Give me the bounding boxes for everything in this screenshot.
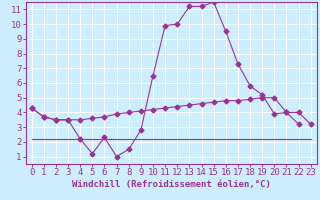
X-axis label: Windchill (Refroidissement éolien,°C): Windchill (Refroidissement éolien,°C) xyxy=(72,180,271,189)
